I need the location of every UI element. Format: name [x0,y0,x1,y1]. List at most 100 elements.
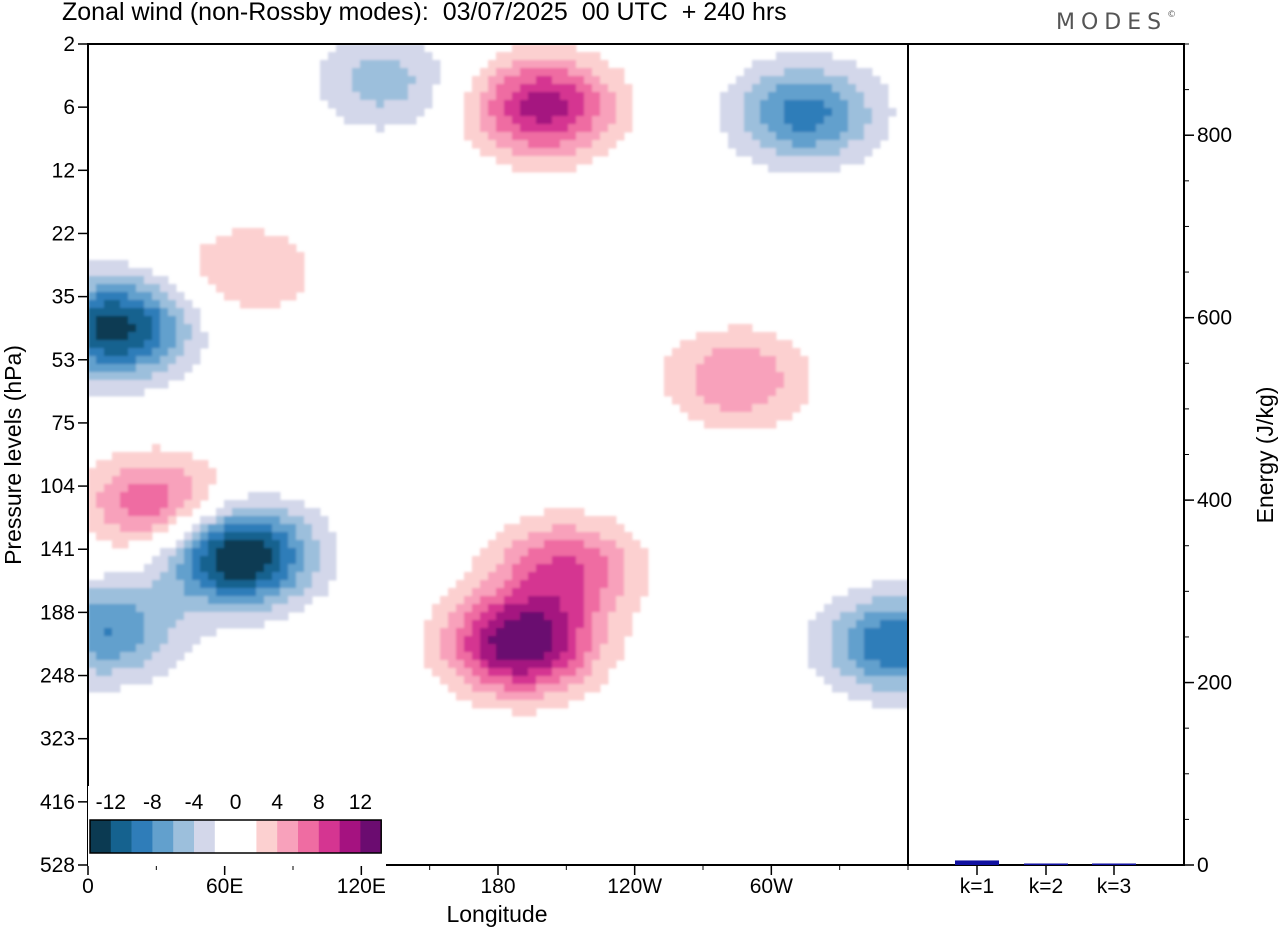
wind-cell [712,404,721,413]
wind-cell [152,468,161,477]
wind-cell [456,588,465,597]
wind-cell [880,612,889,621]
wind-cell [104,524,113,533]
wind-cell [568,620,577,629]
wind-cell [560,548,569,557]
wind-cell [584,148,593,157]
wind-cell [848,628,857,637]
wind-cell [384,52,393,61]
energy-category-label: k=2 [1029,875,1063,898]
wind-cell [688,372,697,381]
wind-cell [512,628,521,637]
wind-cell [264,244,273,253]
wind-cell [584,644,593,653]
wind-cell [672,388,681,397]
colorbar-label: 4 [271,791,283,814]
wind-cell [120,660,129,669]
wind-cell [584,132,593,141]
wind-cell [296,532,305,541]
wind-cell [120,348,129,357]
wind-cell [784,396,793,405]
energy-tick-label: 400 [1197,489,1232,512]
wind-cell [688,404,697,413]
wind-cell [576,156,585,165]
wind-cell [248,548,257,557]
wind-cell [840,148,849,157]
wind-cell [504,644,513,653]
wind-cell [728,356,737,365]
wind-cell [128,644,137,653]
y-tick-label: 2 [63,33,75,56]
wind-cell [792,396,801,405]
wind-cell [464,108,473,117]
wind-cell [800,108,809,117]
wind-cell [864,684,873,693]
wind-cell [824,652,833,661]
wind-cell [504,636,513,645]
wind-cell [88,340,97,349]
wind-cell [184,556,193,565]
wind-cell [224,268,233,277]
wind-cell [872,700,881,709]
wind-cell [760,356,769,365]
wind-cell [736,412,745,421]
wind-cell [528,572,537,581]
wind-cell [152,644,161,653]
wind-cell [536,524,545,533]
chart-title: Zonal wind (non-Rossby modes): 03/07/202… [62,0,787,26]
wind-cell [528,100,537,109]
wind-cell [168,452,177,461]
wind-cell [584,612,593,621]
wind-cell [496,668,505,677]
wind-cell [848,652,857,661]
wind-cell [496,588,505,597]
wind-cell [184,340,193,349]
wind-cell [528,164,537,173]
wind-cell [288,276,297,285]
wind-cell [400,68,409,77]
wind-cell [104,620,113,629]
wind-cell [168,284,177,293]
wind-cell [376,116,385,125]
wind-cell [752,76,761,85]
wind-cell [296,516,305,525]
y-tick-label: 323 [40,728,75,751]
wind-cell [848,668,857,677]
wind-cell [592,564,601,573]
wind-cell [528,52,537,61]
wind-cell [592,148,601,157]
wind-cell [472,676,481,685]
wind-cell [120,324,129,333]
wind-cell [472,604,481,613]
colorbar-swatch [110,820,132,853]
wind-cell [136,348,145,357]
wind-cell [232,532,241,541]
wind-cell [192,636,201,645]
wind-cell [288,540,297,549]
wind-cell [544,148,553,157]
wind-cell [520,92,529,101]
wind-cell [224,252,233,261]
wind-cell [800,364,809,373]
wind-cell [456,676,465,685]
wind-cell [600,60,609,69]
wind-cell [256,580,265,589]
wind-cell [848,132,857,141]
wind-cell [120,460,129,469]
energy-bar [1092,863,1136,865]
wind-cell [680,372,689,381]
wind-cell [872,604,881,613]
wind-cell [816,60,825,69]
wind-cell [192,308,201,317]
wind-cell [336,100,345,109]
wind-cell [416,68,425,77]
wind-cell [816,52,825,61]
wind-cell [768,412,777,421]
wind-cell [480,700,489,709]
wind-cell [680,380,689,389]
wind-cell [504,652,513,661]
wind-cell [552,76,561,85]
wind-cell [168,292,177,301]
wind-cell [600,644,609,653]
wind-cell [480,140,489,149]
